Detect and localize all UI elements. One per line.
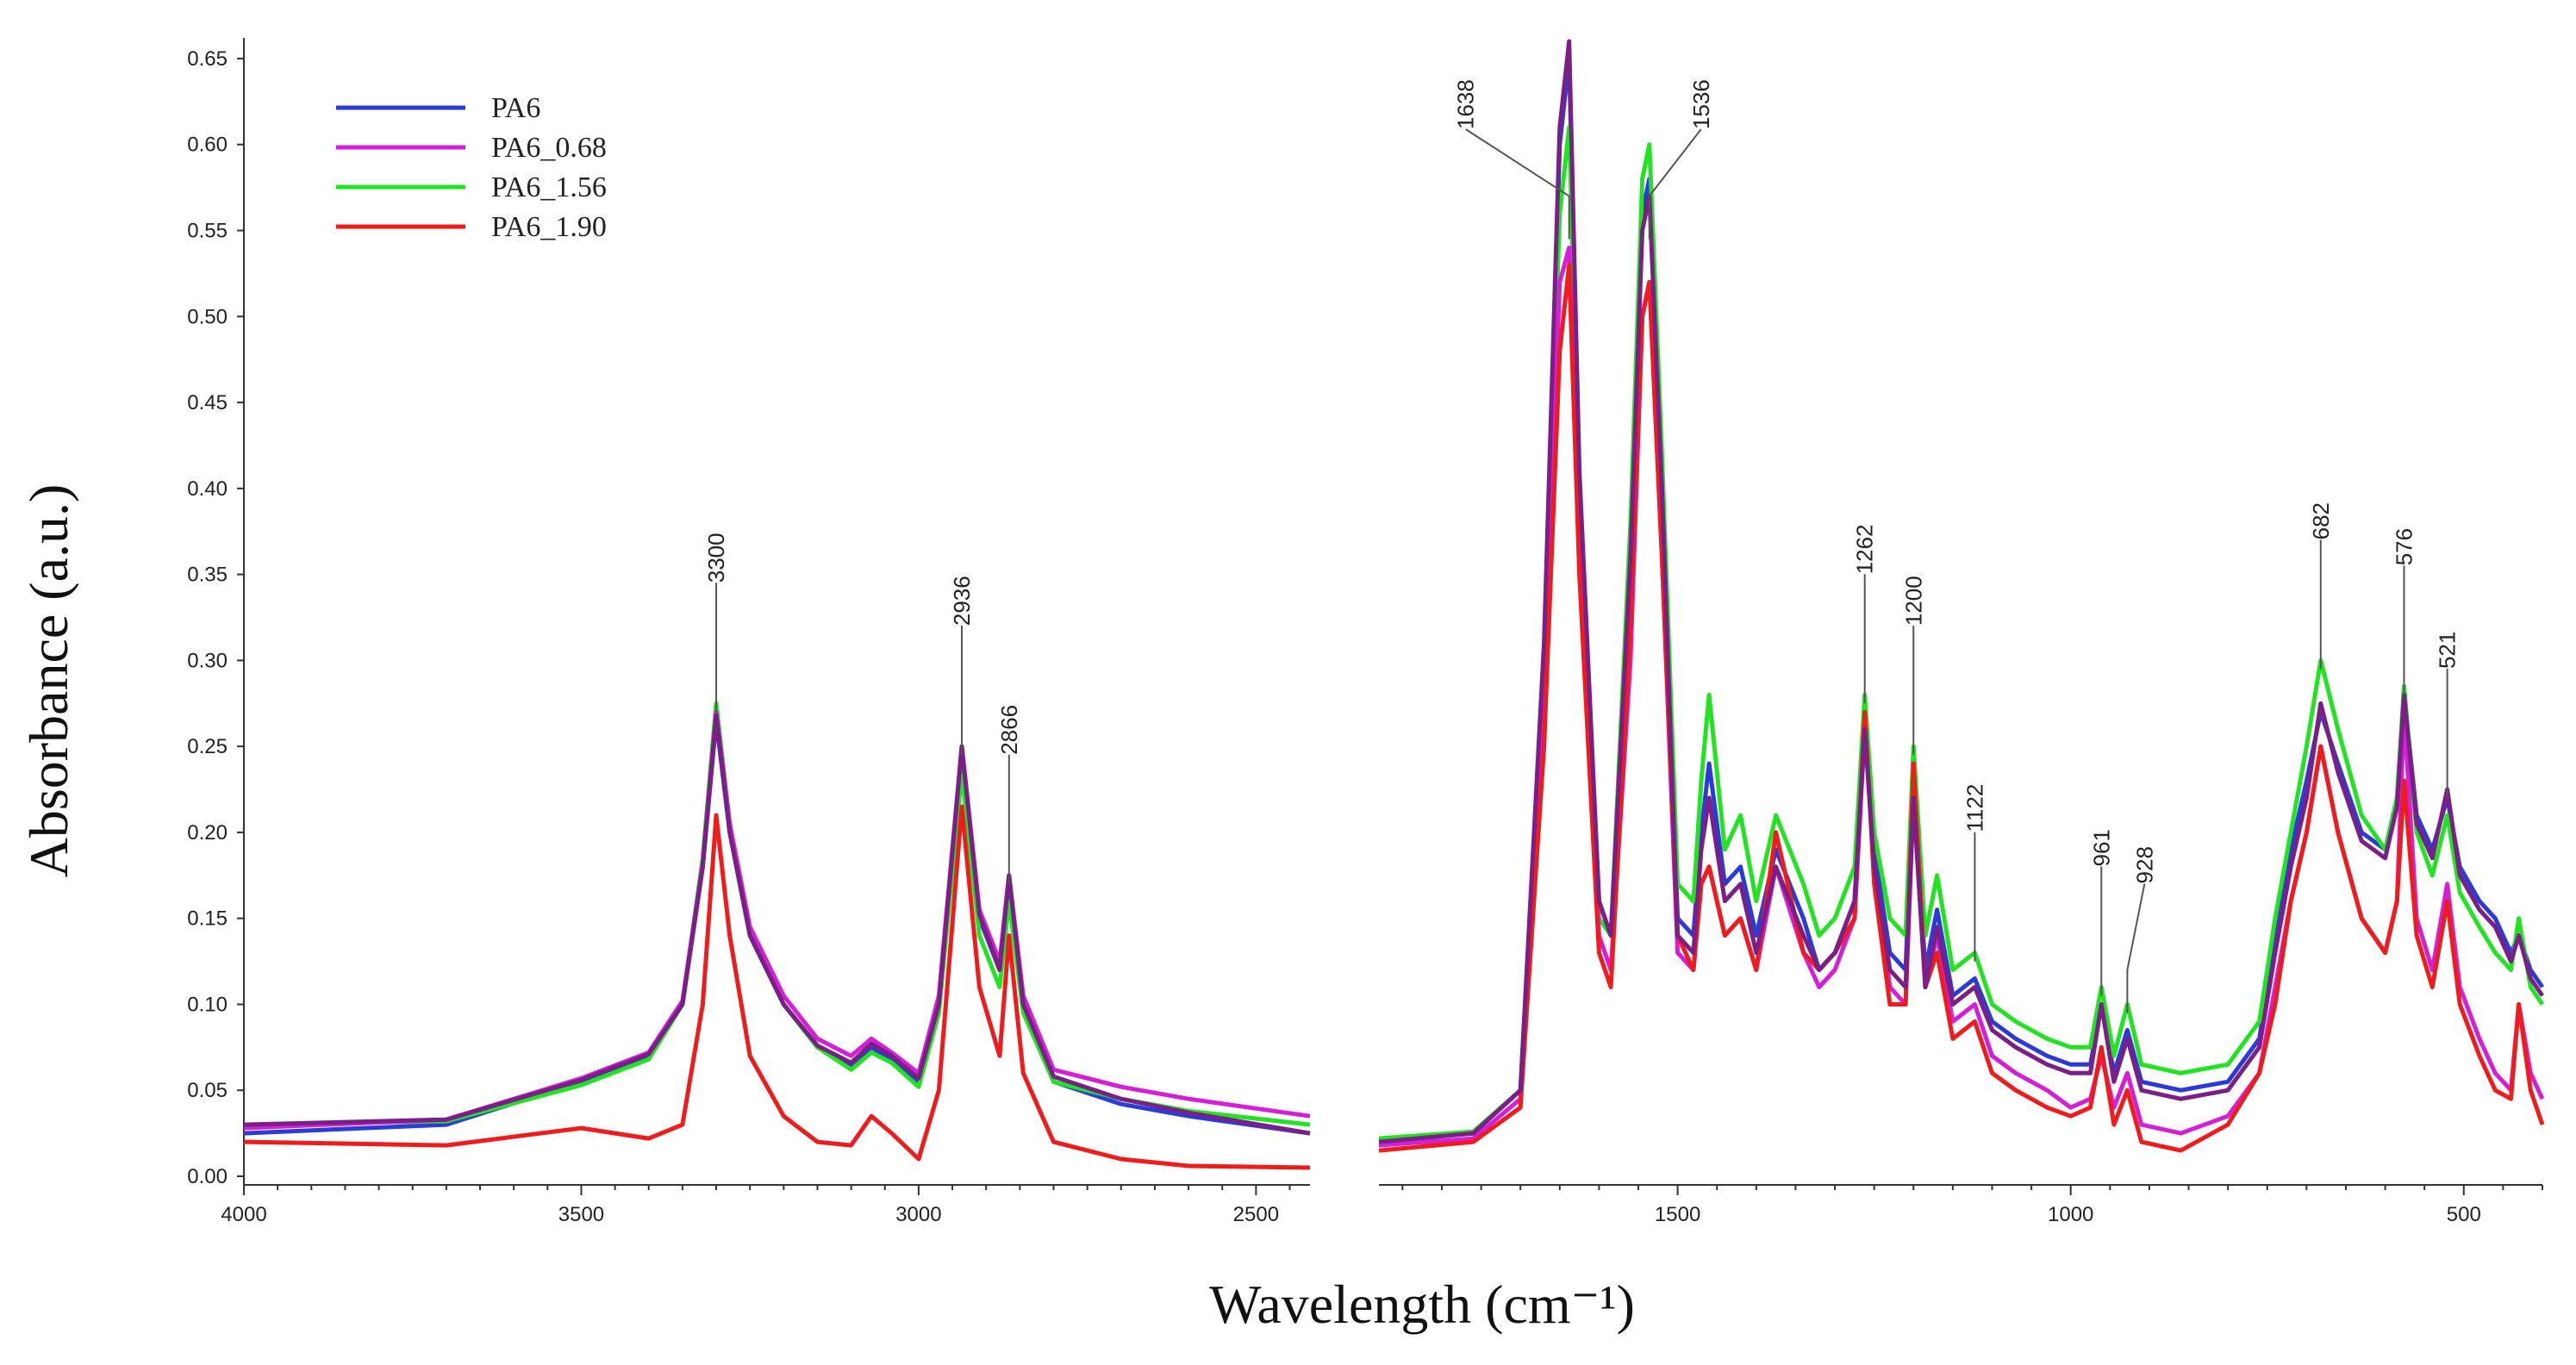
series-line-overlap [243, 713, 1311, 1136]
y-axis: 0.00 0.05 0.10 0.15 0.20 0.25 0.30 0.35 0.40 0.45… [187, 38, 245, 1188]
series-line-pa6-1-56 [243, 701, 1311, 1127]
series-line-pa6 [243, 718, 1311, 1136]
x-tick-label: 2500 [1233, 1203, 1279, 1226]
x-tick-label: 1500 [1655, 1203, 1700, 1226]
y-tick-label: 0.35 [187, 564, 228, 587]
y-tick-label: 0.40 [187, 477, 228, 501]
x-tick-label: 1000 [2048, 1203, 2093, 1226]
peak-leader-line [1465, 128, 1570, 240]
y-tick-label: 0.10 [187, 993, 228, 1016]
y-axis-title: Absorbance (a.u.) [18, 484, 79, 878]
y-tick-label: 0.55 [187, 220, 228, 243]
y-tick-label: 0.25 [187, 735, 228, 758]
series-line-pa6-0-68 [243, 709, 1311, 1131]
peak-label: 1262 [1852, 524, 1878, 574]
peak-label: 3300 [703, 533, 729, 583]
legend-entry: PA6 [491, 92, 540, 124]
y-tick-label: 0.00 [187, 1165, 228, 1188]
y-tick-label: 0.05 [187, 1079, 228, 1102]
y-tick-label: 0.65 [187, 47, 228, 71]
peak-label: 1122 [1962, 784, 1987, 832]
y-tick-label: 0.30 [187, 649, 228, 672]
series-line-overlap [1378, 39, 2545, 1144]
legend-entry: PA6_0.68 [491, 132, 607, 164]
x-tick-label: 4000 [221, 1203, 266, 1226]
series-line-pa6-1-90 [243, 804, 1311, 1170]
peak-label: 928 [2131, 846, 2157, 883]
x-tick-label: 500 [2447, 1203, 2481, 1226]
peak-label: 1200 [1900, 576, 1926, 626]
peak-label: 521 [2435, 632, 2461, 669]
panel-fingerprint-region: 1500 1000 500 1638 1536 1262 1200 1122 961 928 682… [1378, 39, 2545, 1226]
x-tick-label: 3500 [558, 1203, 604, 1226]
peak-label: 682 [2308, 502, 2334, 539]
peak-label: 1638 [1453, 79, 1479, 129]
peak-leader-line [1648, 128, 1702, 240]
peak-label: 961 [2088, 829, 2114, 866]
peak-leader-line [2126, 883, 2146, 1013]
x-tick-label: 3000 [895, 1203, 941, 1226]
x-axis-title: Wavelength (cm⁻¹) [1209, 1274, 1635, 1335]
panel-high-wavenumber: 4000 3500 3000 2500 3300 2936 2866 [221, 533, 1311, 1226]
peak-label: 2936 [949, 576, 975, 626]
series-line-pa6 [1378, 56, 2545, 1144]
y-tick-label: 0.60 [187, 134, 228, 157]
peak-label: 2866 [996, 705, 1022, 755]
legend: PA6 PA6_0.68 PA6_1.56 PA6_1.90 [336, 92, 607, 243]
peak-label: 1536 [1688, 79, 1714, 129]
y-tick-label: 0.20 [187, 821, 228, 845]
legend-entry: PA6_1.90 [491, 211, 607, 243]
y-tick-label: 0.15 [187, 907, 228, 931]
series-line-pa6-1-90 [1378, 262, 2545, 1153]
peak-label: 576 [2391, 528, 2417, 565]
y-tick-label: 0.45 [187, 391, 228, 414]
legend-entry: PA6_1.56 [491, 171, 607, 203]
y-tick-label: 0.50 [187, 305, 228, 328]
